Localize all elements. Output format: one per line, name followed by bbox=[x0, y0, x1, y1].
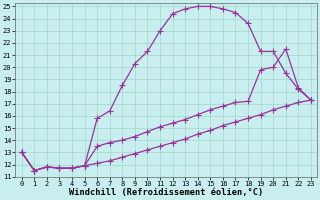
X-axis label: Windchill (Refroidissement éolien,°C): Windchill (Refroidissement éolien,°C) bbox=[69, 188, 263, 197]
